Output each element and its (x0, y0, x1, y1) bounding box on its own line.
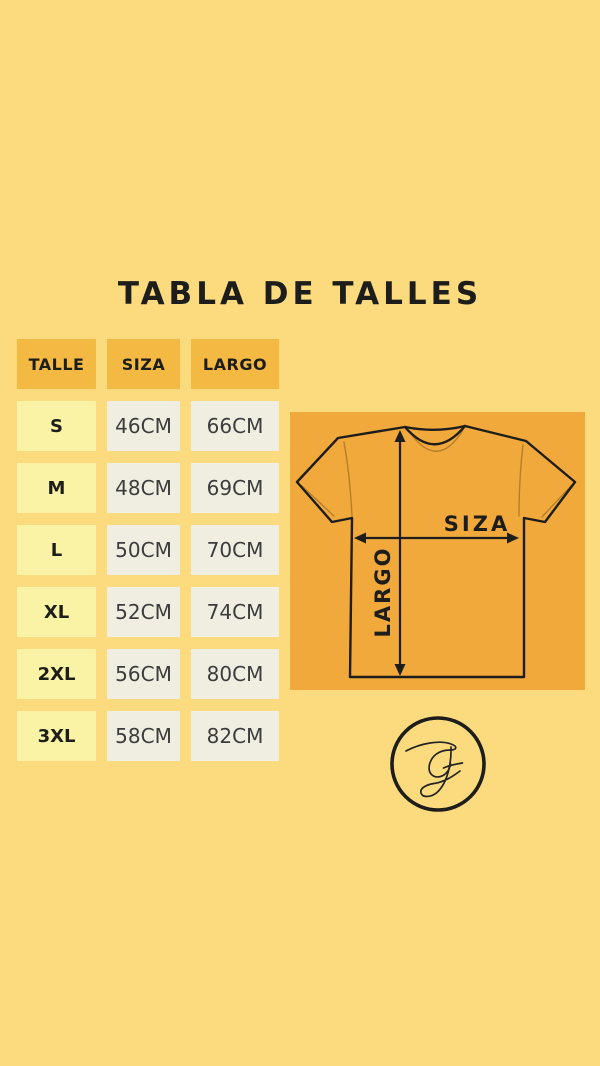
measurement-cell: 82CM (191, 711, 279, 761)
size-cell: L (17, 525, 96, 575)
measurement-cell: 69CM (191, 463, 279, 513)
tshirt-outline-icon (295, 424, 577, 679)
measurement-cell: 56CM (107, 649, 180, 699)
page-title: TABLA DE TALLES (117, 276, 483, 312)
header-cell-largo: LARGO (191, 339, 279, 389)
measurement-cell: 48CM (107, 463, 180, 513)
measurement-cell: 52CM (107, 587, 180, 637)
length-label: LARGO (371, 547, 395, 638)
header-cell-siza: SIZA (107, 339, 180, 389)
measurement-cell: 74CM (191, 587, 279, 637)
brand-monogram-g-icon (390, 716, 486, 812)
header-cell-talle: TALLE (17, 339, 96, 389)
size-cell: S (17, 401, 96, 451)
logo-script-g (405, 741, 464, 798)
logo-circle (390, 716, 486, 812)
measurement-cell: 80CM (191, 649, 279, 699)
length-arrow (394, 430, 406, 676)
measurement-cell: 50CM (107, 525, 180, 575)
size-cell: 3XL (17, 711, 96, 761)
measurement-cell: 70CM (191, 525, 279, 575)
measurement-cell: 66CM (191, 401, 279, 451)
tshirt-seam-lines (301, 429, 572, 518)
width-arrow (354, 532, 519, 544)
tshirt-diagram-svg: SIZA LARGO (295, 424, 577, 679)
tshirt-measurement-diagram: SIZA LARGO (290, 412, 585, 690)
measurement-cell: 58CM (107, 711, 180, 761)
width-label: SIZA (444, 512, 510, 536)
size-cell: 2XL (17, 649, 96, 699)
size-table: TALLE SIZA LARGO S 46CM 66CM M 48CM 69CM… (17, 339, 279, 761)
brand-logo (388, 714, 488, 814)
size-cell: M (17, 463, 96, 513)
measurement-cell: 46CM (107, 401, 180, 451)
size-cell: XL (17, 587, 96, 637)
